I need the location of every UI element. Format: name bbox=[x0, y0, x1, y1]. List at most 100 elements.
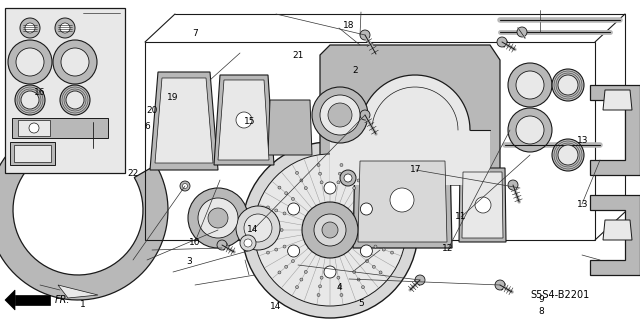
Circle shape bbox=[275, 209, 278, 212]
Text: 17: 17 bbox=[410, 165, 422, 174]
Polygon shape bbox=[268, 100, 312, 155]
Circle shape bbox=[266, 206, 269, 209]
Circle shape bbox=[300, 179, 303, 182]
Circle shape bbox=[25, 23, 35, 33]
Circle shape bbox=[516, 116, 544, 144]
Circle shape bbox=[394, 228, 397, 232]
Circle shape bbox=[382, 248, 385, 251]
Polygon shape bbox=[330, 75, 490, 185]
Circle shape bbox=[322, 222, 338, 238]
Circle shape bbox=[337, 276, 340, 279]
Circle shape bbox=[314, 214, 346, 246]
Circle shape bbox=[360, 245, 372, 257]
Circle shape bbox=[516, 71, 544, 99]
Circle shape bbox=[20, 18, 40, 38]
Circle shape bbox=[296, 171, 298, 174]
Circle shape bbox=[304, 187, 307, 189]
Circle shape bbox=[320, 181, 323, 184]
Circle shape bbox=[377, 228, 380, 232]
Circle shape bbox=[508, 108, 552, 152]
Circle shape bbox=[66, 91, 84, 109]
Circle shape bbox=[236, 112, 252, 128]
Circle shape bbox=[16, 48, 44, 76]
Polygon shape bbox=[218, 80, 269, 160]
Circle shape bbox=[53, 40, 97, 84]
Polygon shape bbox=[320, 45, 500, 185]
Circle shape bbox=[283, 245, 286, 248]
Circle shape bbox=[379, 186, 382, 189]
Polygon shape bbox=[0, 125, 168, 300]
Circle shape bbox=[312, 87, 368, 143]
Circle shape bbox=[374, 212, 377, 215]
Text: 5: 5 bbox=[359, 299, 364, 308]
Circle shape bbox=[296, 286, 298, 289]
Polygon shape bbox=[590, 195, 640, 275]
Circle shape bbox=[365, 197, 369, 200]
Polygon shape bbox=[12, 118, 108, 138]
Circle shape bbox=[55, 18, 75, 38]
Circle shape bbox=[372, 265, 375, 268]
Circle shape bbox=[285, 265, 288, 268]
Polygon shape bbox=[358, 161, 447, 242]
Circle shape bbox=[360, 110, 370, 120]
Polygon shape bbox=[58, 285, 98, 298]
Circle shape bbox=[198, 198, 238, 238]
Polygon shape bbox=[5, 8, 125, 173]
Circle shape bbox=[266, 251, 269, 254]
Text: 2: 2 bbox=[353, 66, 358, 75]
Text: 3: 3 bbox=[186, 257, 191, 266]
Polygon shape bbox=[155, 78, 213, 163]
Circle shape bbox=[379, 271, 382, 274]
Circle shape bbox=[317, 293, 320, 296]
Text: 6: 6 bbox=[145, 122, 150, 130]
Circle shape bbox=[180, 181, 190, 191]
Text: 1: 1 bbox=[81, 300, 86, 309]
Circle shape bbox=[280, 228, 283, 232]
Text: FR.: FR. bbox=[55, 295, 70, 305]
Circle shape bbox=[344, 174, 352, 182]
Polygon shape bbox=[18, 120, 50, 136]
Polygon shape bbox=[353, 155, 452, 248]
Text: 22: 22 bbox=[127, 169, 139, 178]
Polygon shape bbox=[603, 220, 632, 240]
Circle shape bbox=[362, 286, 365, 289]
Polygon shape bbox=[5, 290, 15, 310]
Circle shape bbox=[372, 192, 375, 195]
Text: 14: 14 bbox=[269, 302, 281, 311]
Text: 11: 11 bbox=[455, 212, 467, 221]
Text: 4: 4 bbox=[337, 283, 342, 292]
Circle shape bbox=[497, 37, 507, 47]
Circle shape bbox=[320, 95, 360, 135]
Circle shape bbox=[353, 271, 356, 273]
Circle shape bbox=[328, 103, 352, 127]
Circle shape bbox=[300, 278, 303, 281]
Circle shape bbox=[365, 260, 369, 263]
Text: 19: 19 bbox=[167, 93, 179, 102]
Circle shape bbox=[495, 280, 505, 290]
Circle shape bbox=[357, 179, 360, 182]
Circle shape bbox=[60, 85, 90, 115]
Polygon shape bbox=[15, 295, 50, 305]
Circle shape bbox=[324, 182, 336, 194]
Polygon shape bbox=[10, 142, 55, 165]
Text: 8: 8 bbox=[538, 307, 543, 315]
Circle shape bbox=[29, 123, 39, 133]
Circle shape bbox=[271, 228, 275, 232]
Circle shape bbox=[340, 293, 343, 296]
Circle shape bbox=[208, 208, 228, 228]
Circle shape bbox=[319, 285, 321, 288]
Circle shape bbox=[324, 266, 336, 278]
Circle shape bbox=[60, 23, 70, 33]
Text: 20: 20 bbox=[147, 106, 158, 115]
Text: 16: 16 bbox=[34, 88, 45, 97]
Circle shape bbox=[317, 164, 320, 167]
Polygon shape bbox=[459, 168, 506, 242]
Circle shape bbox=[508, 63, 552, 107]
Circle shape bbox=[262, 228, 266, 232]
Polygon shape bbox=[150, 72, 218, 170]
Circle shape bbox=[362, 171, 365, 174]
Circle shape bbox=[390, 188, 414, 212]
Circle shape bbox=[15, 85, 45, 115]
Circle shape bbox=[386, 228, 388, 232]
Circle shape bbox=[283, 212, 286, 215]
